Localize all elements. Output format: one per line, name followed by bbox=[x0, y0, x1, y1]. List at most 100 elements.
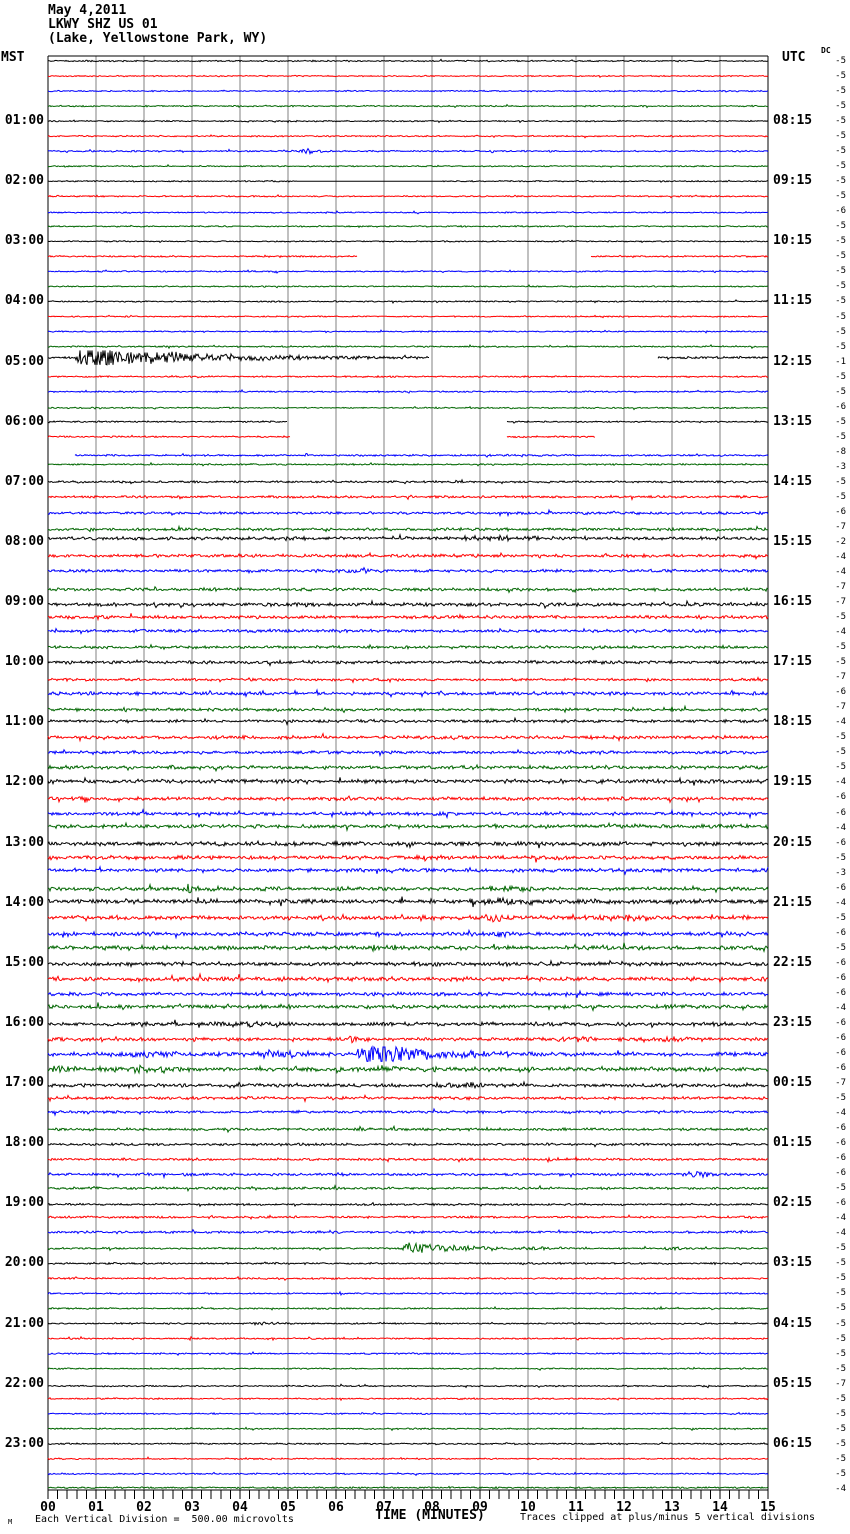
x-tick-label: 12 bbox=[616, 1500, 632, 1515]
mst-hour-label: 04:00 bbox=[4, 293, 44, 309]
dc-offset-value: -5 bbox=[835, 491, 846, 502]
seismo-trace bbox=[47, 1184, 769, 1192]
mst-hour-label: 03:00 bbox=[4, 233, 44, 249]
dc-offset-value: -5 bbox=[835, 56, 846, 66]
seismo-trace bbox=[47, 1107, 769, 1117]
seismo-trace bbox=[48, 1142, 769, 1148]
utc-hour-label: 05:15 bbox=[773, 1375, 813, 1391]
seismo-trace bbox=[47, 194, 769, 199]
dc-offset-value: -6 bbox=[835, 1123, 846, 1134]
mst-hour-label: 18:00 bbox=[4, 1135, 44, 1151]
x-tick-label: 01 bbox=[88, 1500, 104, 1515]
mst-hour-label: 19:00 bbox=[4, 1195, 44, 1211]
dc-offset-value: -6 bbox=[835, 807, 846, 818]
utc-hour-label: 21:15 bbox=[773, 894, 813, 910]
seismo-trace bbox=[47, 821, 769, 833]
dc-offset-value: -4 bbox=[835, 551, 846, 562]
dc-offset-value: -5 bbox=[835, 161, 846, 172]
seismo-trace bbox=[47, 566, 769, 575]
dc-offset-value: -6 bbox=[835, 1063, 846, 1073]
mst-hour-label: 23:00 bbox=[4, 1435, 44, 1451]
seismo-trace bbox=[47, 1155, 768, 1164]
seismo-trace bbox=[47, 912, 769, 923]
seismo-trace bbox=[47, 461, 769, 467]
header-location: (Lake, Yellowstone Park, WY) bbox=[48, 31, 268, 46]
dc-offset-value: -6 bbox=[835, 1047, 846, 1058]
seismo-trace bbox=[47, 1456, 769, 1461]
dc-offset-value: -6 bbox=[835, 927, 846, 938]
seismo-trace bbox=[47, 1471, 769, 1477]
seismo-trace bbox=[47, 1228, 769, 1235]
seismo-trace bbox=[47, 776, 769, 786]
seismo-trace bbox=[47, 959, 769, 969]
dc-offset-value: -7 bbox=[835, 702, 846, 713]
dc-offset-value: -5 bbox=[835, 116, 846, 127]
seismo-trace bbox=[47, 254, 769, 259]
dc-offset-value: -5 bbox=[835, 1183, 846, 1194]
clipping-note: Traces clipped at plus/minus 5 vertical … bbox=[520, 1512, 816, 1523]
dc-offset-value: -4 bbox=[835, 822, 846, 833]
dc-offset-value: -5 bbox=[835, 1243, 846, 1254]
seismo-trace bbox=[47, 388, 769, 394]
dc-offset-value: -5 bbox=[835, 1258, 846, 1269]
dc-offset-value: -5 bbox=[835, 281, 846, 292]
seismo-trace bbox=[47, 1241, 769, 1254]
seismo-trace bbox=[47, 1411, 769, 1416]
mst-hour-label: 10:00 bbox=[4, 654, 44, 670]
mst-hour-label: 15:00 bbox=[4, 954, 44, 970]
seismo-trace bbox=[47, 1351, 768, 1356]
dc-offset-value: -6 bbox=[835, 1032, 846, 1043]
seismo-trace bbox=[47, 688, 769, 699]
dc-offset-value: -5 bbox=[835, 852, 846, 863]
seismo-trace bbox=[47, 134, 769, 139]
seismo-trace bbox=[47, 627, 769, 635]
dc-offset-value: -5 bbox=[835, 221, 846, 232]
seismo-trace bbox=[48, 795, 769, 804]
utc-hour-label: 03:15 bbox=[773, 1255, 813, 1271]
mst-hour-label: 05:00 bbox=[4, 353, 44, 369]
dc-offset-value: -6 bbox=[835, 1138, 846, 1149]
seismo-trace bbox=[47, 343, 769, 350]
dc-label: DC bbox=[821, 46, 831, 55]
dc-offset-value: -5 bbox=[835, 1423, 846, 1434]
dc-offset-value: -6 bbox=[835, 792, 846, 803]
dc-offset-value: -5 bbox=[835, 912, 846, 923]
seismo-trace bbox=[47, 1275, 769, 1281]
dc-offset-value: -5 bbox=[835, 1333, 846, 1344]
mst-hour-label: 20:00 bbox=[4, 1255, 44, 1271]
dc-offset-value: -5 bbox=[835, 416, 846, 427]
dc-offset-value: -5 bbox=[835, 1468, 846, 1479]
dc-offset-value: -7 bbox=[835, 582, 846, 593]
x-tick-label: 06 bbox=[328, 1500, 344, 1515]
utc-label: UTC bbox=[782, 50, 806, 65]
seismo-trace bbox=[47, 508, 769, 518]
seismo-trace bbox=[47, 599, 769, 610]
dc-offset-value: -5 bbox=[835, 146, 846, 157]
dc-offset-value: -6 bbox=[835, 506, 846, 517]
seismo-trace bbox=[47, 1093, 769, 1103]
dc-offset-value: -5 bbox=[835, 642, 846, 653]
seismo-trace bbox=[47, 119, 769, 124]
seismo-trace bbox=[47, 1321, 768, 1327]
utc-hour-label: 15:15 bbox=[773, 533, 813, 549]
seismo-trace bbox=[47, 1002, 769, 1013]
dc-offset-value: -6 bbox=[835, 882, 846, 893]
dc-offset-value: -5 bbox=[835, 1093, 846, 1104]
seismo-trace bbox=[48, 1305, 769, 1311]
x-tick-label: 15 bbox=[760, 1500, 776, 1515]
dc-offset-value: -6 bbox=[835, 957, 846, 968]
seismo-trace bbox=[47, 524, 768, 533]
dc-offset-value: -5 bbox=[835, 476, 846, 487]
seismo-trace bbox=[47, 1019, 769, 1029]
dc-offset-value: -4 bbox=[835, 717, 846, 728]
dc-offset-value: -7 bbox=[835, 672, 846, 683]
mst-hour-label: 14:00 bbox=[4, 894, 44, 910]
dc-offset-value: -6 bbox=[835, 972, 846, 983]
dc-offset-value: -6 bbox=[835, 1198, 846, 1209]
utc-hour-label: 09:15 bbox=[773, 173, 813, 189]
dc-offset-value: -5 bbox=[835, 71, 846, 82]
dc-offset-value: -3 bbox=[835, 867, 846, 878]
seismo-trace bbox=[47, 239, 769, 244]
